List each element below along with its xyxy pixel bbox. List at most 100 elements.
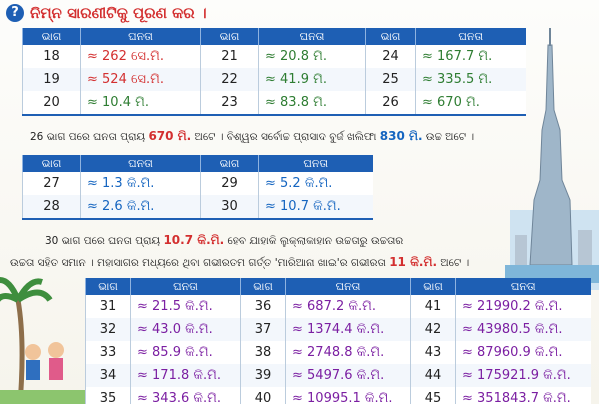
- part-cell: 37: [240, 318, 286, 341]
- part-cell: 27: [22, 172, 81, 195]
- density-cell: ≈ 2748.8 କି.ମି.: [285, 341, 411, 364]
- note-line: ଉଚ୍ଚତା ସହିତ ସମାନ । ମହାସାଗର ମଧ୍ୟରେ ଥିବା ଗ…: [10, 255, 469, 270]
- row: 31 ≈ 21.5 କି.ମି. 36 ≈ 687.2 କି.ମି. 41 ≈ 21990…: [85, 295, 591, 318]
- header-cell: ଘନତା: [80, 155, 201, 172]
- part-cell: 30: [200, 195, 259, 219]
- part-cell: 28: [22, 195, 81, 219]
- header-cell: ଭାଗ: [85, 278, 131, 295]
- density-cell: ≈ 335.5 ମି.: [415, 68, 526, 91]
- note-line: 26 ଭାଗ ପରେ ଘନତା ପ୍ରାୟ 670 ମି. ଅଟେ । ବିଶ୍…: [30, 129, 474, 144]
- part-cell: 26: [365, 91, 416, 115]
- density-cell: ≈ 20.8 ମି.: [258, 45, 366, 68]
- header-row: ଭାଗ ଘନତା ଭାଗ ଘନତା ଭାଗ ଘନତା: [85, 278, 591, 295]
- density-cell: ≈ 85.9 କି.ମି.: [130, 341, 241, 364]
- density-cell: ≈ 167.7 ମି.: [415, 45, 526, 68]
- row: 34 ≈ 171.8 କି.ମି. 39 ≈ 5497.6 କି.ମି. 44 ≈ 175…: [85, 364, 591, 387]
- part-cell: 21: [200, 45, 259, 68]
- header-cell: ଘନତା: [258, 155, 373, 172]
- header-cell: ଭାଗ: [22, 155, 81, 172]
- part-cell: 38: [240, 341, 286, 364]
- part-cell: 35: [85, 387, 131, 404]
- row: 32 ≈ 43.0 କି.ମି. 37 ≈ 1374.4 କି.ମି. 42 ≈ 4398…: [85, 318, 591, 341]
- part-cell: 25: [365, 68, 416, 91]
- row: 35 ≈ 343.6 କି.ମି. 40 ≈ 10995.1 କି.ମି. 45 ≈ 35…: [85, 387, 591, 404]
- part-cell: 41: [410, 295, 456, 318]
- part-cell: 22: [200, 68, 259, 91]
- density-cell: ≈ 83.8 ମି.: [258, 91, 366, 115]
- part-cell: 18: [22, 45, 81, 68]
- note-line: 30 ଭାଗ ପରେ ଘନତା ପ୍ରାୟ 10.7 କି.ମି. ହେବ ଯା…: [45, 233, 403, 248]
- part-cell: 33: [85, 341, 131, 364]
- part-cell: 24: [365, 45, 416, 68]
- part-cell: 34: [85, 364, 131, 387]
- highlight: 670 ମି.: [148, 129, 192, 143]
- density-cell: ≈ 343.6 କି.ମି.: [130, 387, 241, 404]
- density-cell: ≈ 43.0 କି.ମି.: [130, 318, 241, 341]
- row: 20 ≈ 10.4 ମି. 23 ≈ 83.8 ମି. 26 ≈ 670 ମି.: [22, 91, 526, 115]
- density-cell: ≈ 687.2 କି.ମି.: [285, 295, 411, 318]
- highlight: 10.7 କି.ମି.: [163, 233, 225, 247]
- header-cell: ଘନତା: [455, 278, 591, 295]
- header-row: ଭାଗ ଘନତା ଭାଗ ଘନତା: [22, 155, 373, 172]
- density-cell: ≈ 351843.7 କି.ମି.: [455, 387, 591, 404]
- part-cell: 42: [410, 318, 456, 341]
- density-cell: ≈ 87960.9 କି.ମି.: [455, 341, 591, 364]
- header-row: ଭାଗ ଘନତା ଭାଗ ଘନତା ଭାଗ ଘନତା: [22, 28, 526, 45]
- density-cell: ≈ 524 ସେ.ମି.: [80, 68, 201, 91]
- text: ହେବ ଯାହାକି ଲୁକ୍ଲାକାହାନ ଉଚ୍ଚତାରୁ ଉଚ୍ଚତାର: [227, 235, 404, 247]
- density-cell: ≈ 43980.5 କି.ମି.: [455, 318, 591, 341]
- part-cell: 44: [410, 364, 456, 387]
- part-cell: 19: [22, 68, 81, 91]
- density-cell: ≈ 5497.6 କି.ମି.: [285, 364, 411, 387]
- table: ଭାଗ ଘନତା ଭାଗ ଘନତା 27 ≈ 1.3 କି.ମି. 29 ≈ 5.2 କି.ମ…: [22, 155, 373, 220]
- header-cell: ଭାଗ: [200, 28, 259, 45]
- header-cell: ଭାଗ: [200, 155, 259, 172]
- density-cell: ≈ 670 ମି.: [415, 91, 526, 115]
- part-cell: 29: [200, 172, 259, 195]
- density-cell: ≈ 21.5 କି.ମି.: [130, 295, 241, 318]
- header-cell: ଘନତା: [80, 28, 201, 45]
- density-cell: ≈ 1374.4 କି.ମି.: [285, 318, 411, 341]
- row: 19 ≈ 524 ସେ.ମି. 22 ≈ 41.9 ମି. 25 ≈ 335.5 ମି.: [22, 68, 526, 91]
- density-cell: ≈ 2.6 କି.ମି.: [80, 195, 201, 219]
- highlight: 11 କି.ମି.: [389, 255, 438, 269]
- density-cell: ≈ 21990.2 କି.ମି.: [455, 295, 591, 318]
- row: 27 ≈ 1.3 କି.ମି. 29 ≈ 5.2 କି.ମି.: [22, 172, 373, 195]
- title: ନିମ୍ନ ସାରଣୀଟିକୁ ପୂରଣ କର ।: [30, 4, 207, 22]
- table: ଭାଗ ଘନତା ଭାଗ ଘନତା ଭାଗ ଘନତା 18 ≈ 262 ସେ.ମି. 21 ≈ 2…: [22, 28, 526, 116]
- text: ଉଚ୍ଚତା ସହିତ ସମାନ । ମହାସାଗର ମଧ୍ୟରେ ଥିବା ଗ…: [10, 257, 386, 269]
- density-cell: ≈ 171.8 କି.ମି.: [130, 364, 241, 387]
- part-cell: 43: [410, 341, 456, 364]
- header-cell: ଭାଗ: [410, 278, 456, 295]
- question-icon: ?: [6, 4, 24, 22]
- part-cell: 23: [200, 91, 259, 115]
- header-cell: ଘନତା: [285, 278, 411, 295]
- row: 28 ≈ 2.6 କି.ମି. 30 ≈ 10.7 କି.ମି.: [22, 195, 373, 219]
- part-cell: 45: [410, 387, 456, 404]
- table: ଭାଗ ଘନତା ଭାଗ ଘନତା ଭାଗ ଘନତା 31 ≈ 21.5 କି.ମି. 36 ≈ …: [85, 278, 591, 404]
- density-cell: ≈ 10.7 କି.ମି.: [258, 195, 373, 219]
- text: ଅଟେ ।: [440, 257, 470, 269]
- part-cell: 39: [240, 364, 286, 387]
- text: ଅଟେ । ବିଶ୍ୱର ସର୍ବୋଚ୍ଚ ପ୍ରାସାଦ ବୁର୍ଜ ଖଲିଫ…: [194, 131, 377, 143]
- header-cell: ଭାଗ: [22, 28, 81, 45]
- density-cell: ≈ 41.9 ମି.: [258, 68, 366, 91]
- density-cell: ≈ 175921.9 କି.ମି.: [455, 364, 591, 387]
- density-cell: ≈ 5.2 କି.ମି.: [258, 172, 373, 195]
- header-cell: ଭାଗ: [365, 28, 416, 45]
- density-cell: ≈ 10.4 ମି.: [80, 91, 201, 115]
- density-cell: ≈ 1.3 କି.ମି.: [80, 172, 201, 195]
- text: 30 ଭାଗ ପରେ ଘନତା ପ୍ରାୟ: [45, 235, 161, 247]
- part-cell: 40: [240, 387, 286, 404]
- header-cell: ଭାଗ: [240, 278, 286, 295]
- text: 26 ଭାଗ ପରେ ଘନତା ପ୍ରାୟ: [30, 131, 146, 143]
- row: 18 ≈ 262 ସେ.ମି. 21 ≈ 20.8 ମି. 24 ≈ 167.7 ମି.: [22, 45, 526, 68]
- part-cell: 31: [85, 295, 131, 318]
- density-cell: ≈ 262 ସେ.ମି.: [80, 45, 201, 68]
- header-cell: ଘନତା: [258, 28, 366, 45]
- header-cell: ଘନତା: [130, 278, 241, 295]
- density-cell: ≈ 10995.1 କି.ମି.: [285, 387, 411, 404]
- part-cell: 20: [22, 91, 81, 115]
